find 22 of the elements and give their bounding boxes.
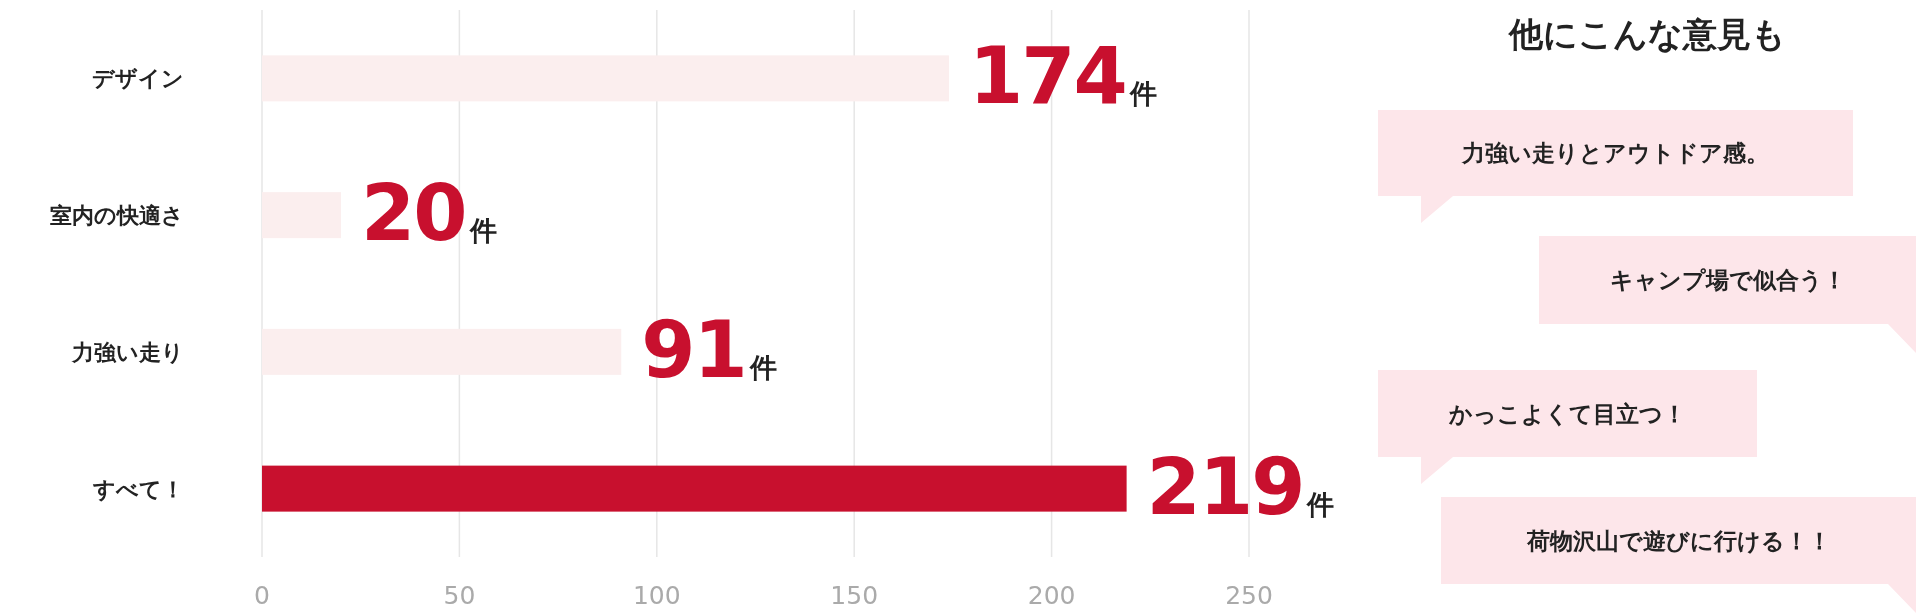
text: 荷物沢山で遊びに行ける！！: [1525, 527, 1831, 554]
text: 力強い走りとアウトドア感。: [1461, 140, 1769, 166]
bar: [262, 55, 949, 102]
x-tick-label: 200: [1027, 581, 1076, 610]
data-label: 219件: [1146, 441, 1335, 532]
y-tick-label: デザイン: [92, 66, 184, 92]
data-label: 174件: [968, 31, 1157, 122]
y-tick-label: 力強い走り: [71, 339, 184, 365]
x-tick-label: 100: [632, 581, 681, 610]
bar: [262, 328, 622, 375]
x-tick-label: 0: [254, 581, 270, 610]
y-tick-label: すべて！: [92, 476, 184, 502]
x-tick-label: 50: [443, 581, 476, 610]
y-tick-label: 室内の快適さ: [50, 203, 184, 229]
data-label: 91件: [641, 304, 777, 395]
text: かっこよくて目立つ！: [1448, 400, 1686, 427]
x-tick-label: 250: [1225, 581, 1273, 610]
text: 他にこんな意見も: [1507, 14, 1786, 54]
data-label: 20件: [360, 168, 497, 259]
text: キャンプ場で似合う！: [1609, 267, 1846, 293]
x-tick-label: 150: [830, 581, 879, 610]
bar: [262, 465, 1127, 512]
